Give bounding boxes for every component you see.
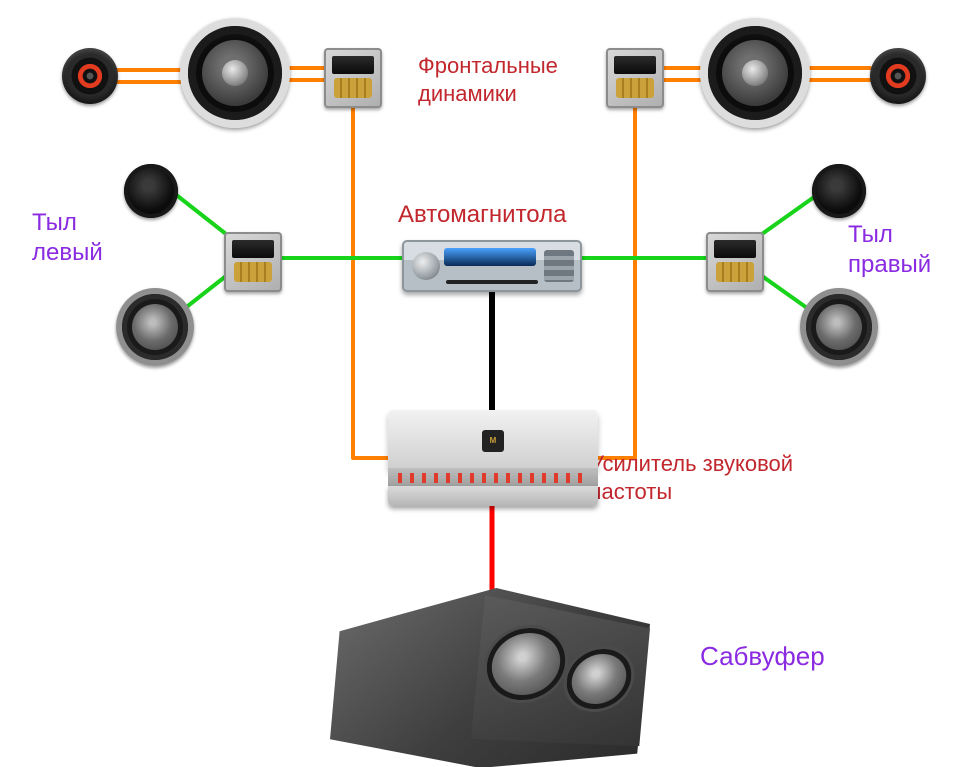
- mid-rear-right: [800, 288, 878, 366]
- head-unit: [402, 240, 582, 292]
- amplifier: M: [388, 410, 598, 506]
- tweeter-rear-right: [812, 164, 866, 218]
- label-subwoofer: Сабвуфер: [700, 640, 825, 673]
- woofer-front-right: [700, 18, 810, 128]
- crossover-rear-left: [224, 232, 282, 292]
- tweeter-front-right: [870, 48, 926, 104]
- crossover-front-right: [606, 48, 664, 108]
- label-head-unit: Автомагнитола: [398, 200, 566, 230]
- label-front-speakers: Фронтальные динамики: [418, 52, 558, 107]
- mid-rear-left: [116, 288, 194, 366]
- label-rear-left: Тыл левый: [32, 208, 103, 268]
- crossover-front-left: [324, 48, 382, 108]
- crossover-rear-right: [706, 232, 764, 292]
- label-rear-right: Тыл правый: [848, 220, 931, 280]
- subwoofer: [330, 588, 650, 767]
- woofer-front-left: [180, 18, 290, 128]
- diagram-canvas: Фронтальные динамики Автомагнитола Тыл л…: [0, 0, 978, 767]
- tweeter-rear-left: [124, 164, 178, 218]
- label-amplifier: Усилитель звуковой частоты: [590, 450, 793, 505]
- tweeter-front-left: [62, 48, 118, 104]
